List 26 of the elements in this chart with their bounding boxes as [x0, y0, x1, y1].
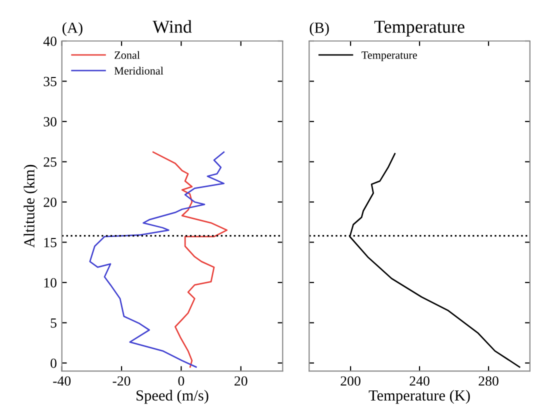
legend-label: Zonal: [114, 51, 140, 59]
y-tick-label: 5: [50, 318, 56, 328]
x-tick-label: -20: [112, 376, 130, 386]
chart-title: Wind: [152, 20, 192, 33]
y-tick-label: 15: [44, 238, 56, 248]
x-tick-label: 280: [478, 376, 498, 386]
x-axis-title: Temperature (K): [368, 390, 470, 404]
text: (B): [310, 22, 329, 36]
legend-label: Meridional: [114, 66, 164, 75]
x-axis-title: Speed (m/s): [136, 390, 208, 404]
y-tick-label: 0: [50, 358, 56, 368]
x-tick-label: 20: [234, 376, 248, 386]
x-tick-label: 200: [340, 376, 360, 386]
chart-title: Temperature: [374, 20, 464, 37]
y-tick-label: 35: [44, 76, 56, 86]
y-tick-label: 25: [44, 157, 56, 167]
y-tick-label: 30: [44, 117, 56, 126]
legend-label: Temperature: [362, 52, 417, 62]
text: (A): [62, 22, 82, 36]
y-tick-label: 10: [44, 278, 56, 288]
y-tick-label: 20: [44, 198, 56, 207]
x-tick-label: 240: [410, 376, 430, 386]
x-tick-label: 0: [178, 376, 184, 386]
y-tick-label: 40: [43, 36, 56, 46]
x-tick-label: -40: [53, 376, 71, 386]
y-axis-title: Altitude (km): [24, 164, 38, 248]
